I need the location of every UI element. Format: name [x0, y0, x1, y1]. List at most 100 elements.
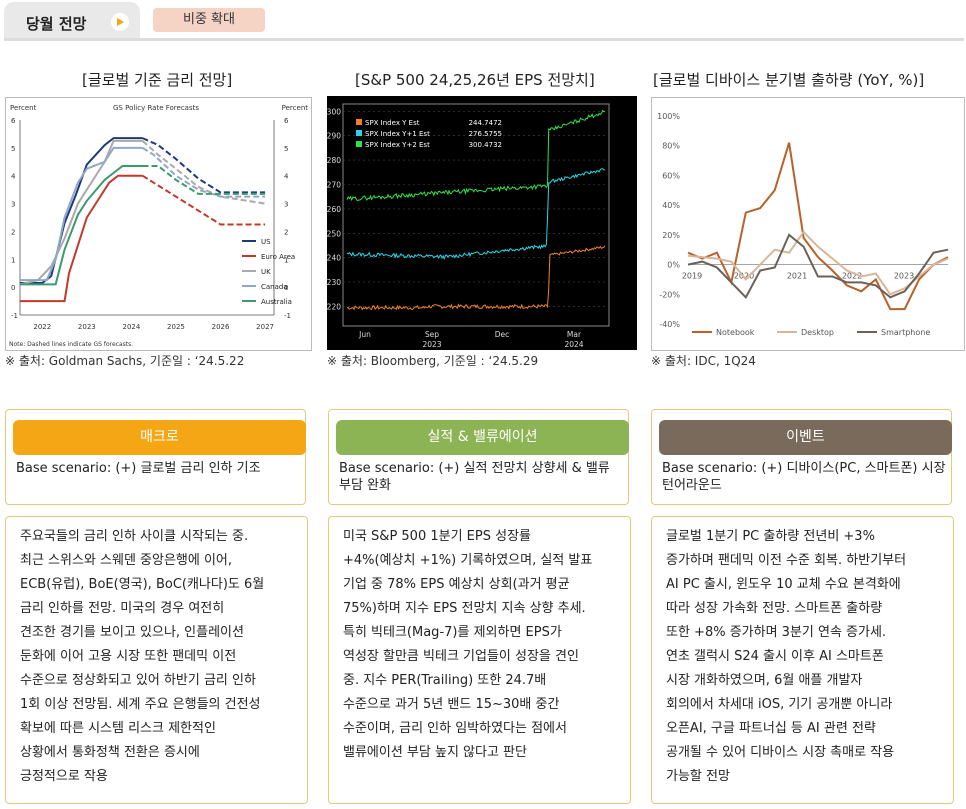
legend-label: SPX Index Y+2 Est: [365, 141, 430, 149]
rating-badge: 비중 확대: [153, 8, 265, 32]
y-tick-label-right: 0: [284, 284, 288, 292]
series-forecast-euro-area: [142, 174, 266, 226]
y-tick-label: 5: [11, 145, 15, 153]
series-forecast-australia: [142, 164, 266, 195]
macro-card-label: 매크로: [13, 420, 306, 455]
macro-scenario: Base scenario: (+) 글로벌 금리 인하 기조: [16, 461, 261, 476]
y-tick-label: 260: [327, 205, 341, 214]
chart2-source: ※ 출처: Bloomberg, 기준일 : ‘24.5.29: [327, 354, 539, 368]
chart3-source: ※ 출처: IDC, 1Q24: [651, 354, 756, 368]
y-tick-label: 6: [11, 117, 16, 125]
x-tick-label: 2026: [212, 323, 230, 331]
legend-label: Smartphone: [881, 328, 930, 337]
y-tick-label: 3: [11, 201, 15, 209]
chart2-title: [S&P 500 24,25,26년 EPS 전망치]: [355, 71, 595, 89]
event-scenario: Base scenario: (+) 디바이스(PC, 스마트폰) 시장 턴어라…: [662, 461, 946, 493]
x-tick-label: 2023: [78, 323, 96, 331]
x-tick-label-year: 2023: [422, 340, 441, 349]
x-tick-label: Sep: [425, 330, 439, 339]
x-tick-label: Mar: [567, 330, 582, 339]
series-line-uk: [19, 139, 143, 286]
legend-label: Canada: [261, 283, 288, 291]
y-tick-label: -40%: [659, 320, 680, 329]
tab-title: 당월 전망: [26, 15, 87, 33]
series-line-1: [346, 168, 606, 261]
play-icon[interactable]: [111, 13, 129, 31]
device-shipment-chart: 100% 80% 60% 40% 20% 0% -20% -40% 2019 2020 2021 20…: [651, 97, 965, 351]
y-tick-label: 280: [327, 156, 341, 165]
earnings-body-box: 미국 S&P 500 1분기 EPS 성장률 +4%(예상치 +1%) 기록하였…: [328, 516, 631, 804]
series-line-0: [346, 245, 606, 311]
y-tick-label-right: -1: [284, 312, 291, 320]
chart3-title: [글로벌 디바이스 분기별 출하량 (YoY, %)]: [653, 71, 925, 89]
y-tick-label: 270: [327, 181, 341, 190]
y-axis-label: Percent: [10, 104, 37, 112]
y-tick-label-right: 6: [284, 117, 289, 125]
series-forecast-us: [142, 137, 266, 194]
y-tick-label: 290: [327, 132, 341, 141]
y-tick-label-right: 4: [284, 173, 289, 181]
y-tick-label: 1: [11, 256, 15, 264]
series-line-desktop: [687, 230, 949, 296]
section-header: 당월 전망 비중 확대: [0, 0, 966, 42]
legend-label: SPX Index Y+1 Est: [365, 130, 430, 138]
tab-divider: [4, 38, 964, 41]
y-tick-label-right: 2: [284, 228, 288, 236]
chart1-title: [글로벌 기준 금리 전망]: [82, 71, 233, 89]
legend-label: Euro Area: [261, 253, 295, 261]
legend-value: 276.5755: [469, 130, 502, 138]
series-line-euro-area: [20, 174, 143, 303]
y-tick-label: 300: [327, 107, 341, 116]
y-tick-label: 40%: [662, 201, 680, 210]
x-tick-label: 2022: [33, 323, 51, 331]
rate-forecast-svg: Percent Percent GS Policy Rate Forecasts 6 6…: [9, 104, 309, 348]
legend-label: US: [261, 238, 271, 246]
event-card: 이벤트 Base scenario: (+) 디바이스(PC, 스마트폰) 시장…: [651, 409, 952, 505]
series-line-australia: [20, 164, 143, 286]
y-tick-label: 220: [327, 302, 341, 311]
device-shipment-svg: 100%80%60%40%20%0%-20%-40%2019 2020 2021 20…: [657, 112, 949, 337]
x-tick-label: Dec: [495, 330, 510, 339]
chart1-source: ※ 출처: Goldman Sachs, 기준일 : ‘24.5.22: [5, 354, 245, 368]
y-tick-label: 4: [11, 173, 16, 181]
legend-label: Notebook: [716, 328, 755, 337]
x-tick-label: 2019: [682, 272, 702, 281]
x-tick-label: 2025: [167, 323, 185, 331]
y-tick-label: 100%: [657, 112, 680, 121]
macro-body-text: 주요국들의 금리 인하 사이클 시작되는 중. 최근 스위스와 스웨덴 중앙은행…: [20, 529, 265, 784]
x-tick-label: 2027: [256, 323, 274, 331]
series-line-smartphone: [687, 233, 949, 299]
chart-note: Note: Dashed lines indicate GS forecasts…: [9, 341, 133, 348]
legend-value: 300.4732: [469, 141, 502, 149]
legend-swatch: [356, 119, 362, 125]
y-tick-label: -1: [11, 312, 18, 320]
x-tick-label: 2024: [122, 323, 140, 331]
x-tick-label: 2021: [787, 272, 807, 281]
legend-swatch: [356, 130, 362, 136]
legend-label: Australia: [261, 298, 292, 306]
x-tick-label-year: 2024: [564, 340, 583, 349]
y-axis-label-right: Percent: [282, 104, 309, 112]
y-tick-label: 250: [327, 229, 341, 238]
earnings-card: 실적 & 밸류에이션 Base scenario: (+) 실적 전망치 상향세…: [328, 409, 629, 505]
tab-monthly-outlook[interactable]: 당월 전망: [4, 2, 140, 38]
y-tick-label-right: 5: [284, 145, 288, 153]
y-tick-label: 80%: [662, 142, 680, 151]
y-tick-label: -20%: [659, 290, 680, 299]
eps-estimate-chart: 300 290 280 270 260 250 240 230 220 Jun Sep 2023 Dec…: [327, 96, 637, 350]
series-line-2: [346, 109, 605, 202]
earnings-body-text: 미국 S&P 500 1분기 EPS 성장률 +4%(예상치 +1%) 기록하였…: [343, 529, 593, 760]
event-body-box: 글로벌 1분기 PC 출하량 전년비 +3% 증가하며 팬데믹 이전 수준 회복…: [651, 516, 954, 804]
legend-label: UK: [261, 268, 271, 276]
y-tick-label: 240: [327, 254, 341, 263]
legend-swatch: [356, 141, 362, 147]
series-line-canada: [20, 146, 143, 282]
y-tick-label: 230: [327, 278, 341, 287]
macro-body-box: 주요국들의 금리 인하 사이클 시작되는 중. 최근 스위스와 스웨덴 중앙은행…: [5, 516, 308, 804]
chart-title: GS Policy Rate Forecasts: [113, 104, 199, 112]
y-tick-label: 0%: [667, 261, 680, 270]
macro-card: 매크로 Base scenario: (+) 글로벌 금리 인하 기조: [5, 409, 306, 505]
y-tick-label-right: 1: [284, 256, 288, 264]
earnings-scenario: Base scenario: (+) 실적 전망치 상향세 & 밸류 부담 완화: [339, 461, 610, 493]
y-tick-label: 20%: [662, 231, 680, 240]
